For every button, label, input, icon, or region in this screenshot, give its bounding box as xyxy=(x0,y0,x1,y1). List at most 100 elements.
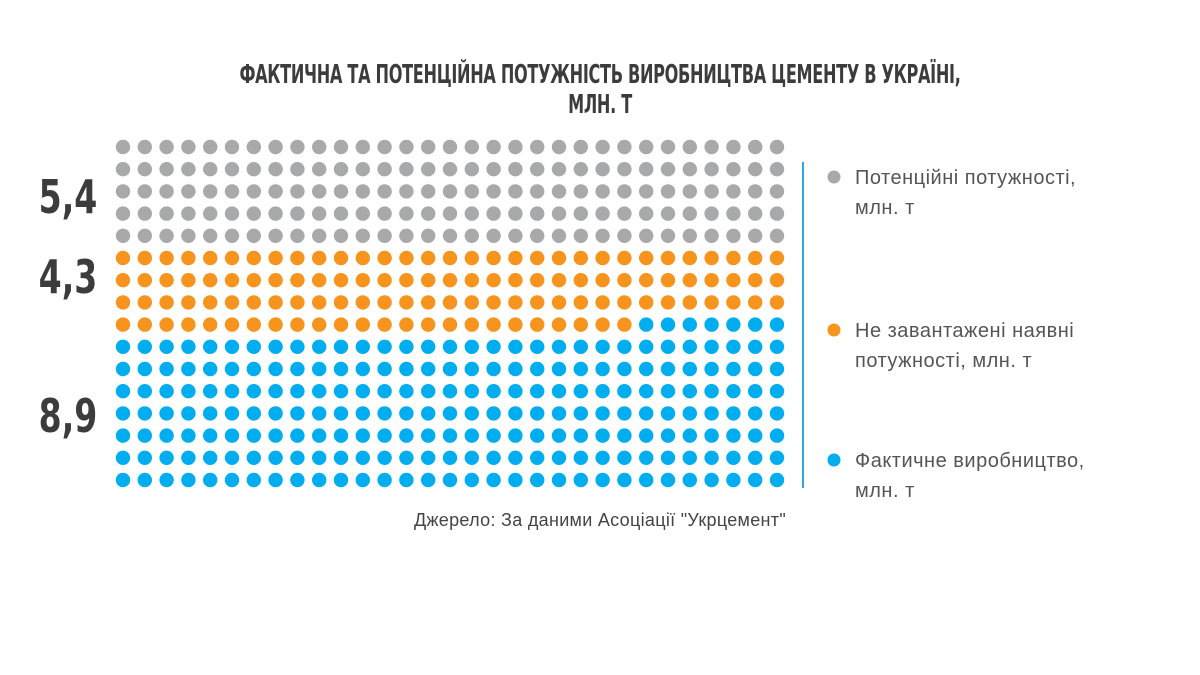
dot-actual xyxy=(748,450,763,465)
dot-actual xyxy=(660,384,676,399)
dot-actual xyxy=(682,384,697,399)
dot-actual xyxy=(748,472,763,488)
dot-potential xyxy=(290,139,305,155)
dot-potential xyxy=(726,139,741,155)
dot-actual xyxy=(442,406,458,421)
dot-actual xyxy=(268,472,283,488)
dot-actual xyxy=(508,450,523,465)
dot-potential xyxy=(530,184,545,199)
dot-potential xyxy=(421,206,436,221)
dot-potential xyxy=(224,206,240,221)
dot-unused xyxy=(595,317,610,332)
dot-potential xyxy=(290,184,305,199)
dot-actual xyxy=(115,472,131,488)
dot-actual xyxy=(312,428,327,443)
dot-unused xyxy=(464,317,479,332)
dot-potential xyxy=(704,139,719,155)
dot-unused xyxy=(704,295,719,310)
dot-potential xyxy=(224,139,240,155)
dot-unused xyxy=(268,250,283,266)
dot-unused xyxy=(224,273,240,288)
dot-unused xyxy=(551,317,567,332)
dot-actual xyxy=(769,406,785,421)
legend-marker-1 xyxy=(827,323,841,337)
dot-actual xyxy=(224,384,240,399)
dot-actual xyxy=(660,472,676,488)
dot-grid xyxy=(115,139,785,488)
dot-potential xyxy=(399,162,414,177)
dot-unused xyxy=(573,250,588,266)
dot-unused xyxy=(181,250,196,266)
dot-unused xyxy=(726,295,741,310)
legend-label-0-line-1: млн. т xyxy=(855,197,915,219)
chart-title: ФАКТИЧНА ТА ПОТЕНЦІЙНА ПОТУЖНІСТЬ ВИРОБН… xyxy=(239,60,961,120)
dot-potential xyxy=(617,228,632,243)
dot-potential xyxy=(224,184,240,199)
dot-actual xyxy=(333,472,349,488)
dot-actual xyxy=(748,317,763,332)
dot-actual xyxy=(355,406,370,421)
dot-actual xyxy=(159,406,174,421)
dot-potential xyxy=(530,162,545,177)
dot-actual xyxy=(508,406,523,421)
dot-potential xyxy=(442,162,458,177)
dot-actual xyxy=(660,339,676,354)
dot-actual xyxy=(290,472,305,488)
dot-potential xyxy=(421,139,436,155)
dot-potential xyxy=(268,184,283,199)
dot-unused xyxy=(726,250,741,266)
dot-unused xyxy=(399,250,414,266)
dot-potential xyxy=(312,228,327,243)
dot-actual xyxy=(333,450,349,465)
dot-unused xyxy=(224,250,240,266)
dot-potential xyxy=(355,162,370,177)
dot-potential xyxy=(769,162,785,177)
dot-actual xyxy=(181,384,196,399)
dot-unused xyxy=(333,273,349,288)
dot-actual xyxy=(377,406,392,421)
dot-unused xyxy=(224,317,240,332)
dot-actual xyxy=(595,472,610,488)
dot-actual xyxy=(726,384,741,399)
dot-potential xyxy=(290,206,305,221)
dot-actual xyxy=(551,339,567,354)
dot-unused xyxy=(159,317,174,332)
dot-unused xyxy=(333,317,349,332)
dot-unused xyxy=(573,317,588,332)
dot-potential xyxy=(769,139,785,155)
dot-actual xyxy=(246,428,261,443)
dot-potential xyxy=(312,139,327,155)
dot-actual xyxy=(726,361,741,377)
dot-potential xyxy=(595,228,610,243)
dot-potential xyxy=(573,206,588,221)
dot-potential xyxy=(748,184,763,199)
dot-unused xyxy=(617,295,632,310)
dot-actual xyxy=(377,472,392,488)
dot-potential xyxy=(268,162,283,177)
dot-unused xyxy=(442,250,458,266)
dot-actual xyxy=(639,361,654,377)
dot-actual xyxy=(290,339,305,354)
dot-actual xyxy=(595,384,610,399)
dot-actual xyxy=(617,361,632,377)
dot-unused xyxy=(399,273,414,288)
dot-potential xyxy=(486,162,501,177)
dot-actual xyxy=(530,428,545,443)
dot-unused xyxy=(115,317,131,332)
dot-actual xyxy=(290,361,305,377)
dot-potential xyxy=(399,206,414,221)
dot-actual xyxy=(617,472,632,488)
dot-actual xyxy=(159,384,174,399)
dot-actual xyxy=(399,450,414,465)
dot-potential xyxy=(726,206,741,221)
dot-actual xyxy=(421,472,436,488)
dot-potential xyxy=(355,184,370,199)
dot-actual xyxy=(486,472,501,488)
dot-actual xyxy=(137,406,152,421)
dot-actual xyxy=(704,384,719,399)
dot-actual xyxy=(290,406,305,421)
dot-potential xyxy=(203,162,218,177)
dot-actual xyxy=(486,361,501,377)
dot-potential xyxy=(246,228,261,243)
dot-potential xyxy=(486,184,501,199)
